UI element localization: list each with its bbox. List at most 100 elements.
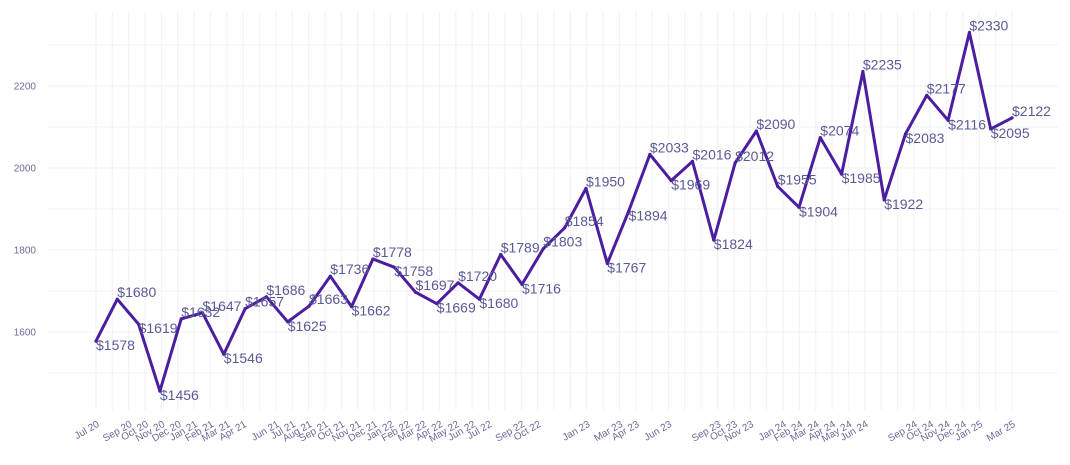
data-label: $1657 (245, 294, 284, 310)
data-label: $1669 (437, 300, 476, 316)
data-point (392, 265, 396, 269)
y-tick-label: 1800 (14, 245, 37, 256)
data-label: $1736 (330, 261, 369, 277)
data-point (137, 322, 141, 326)
data-point (605, 261, 609, 266)
data-point (435, 302, 439, 306)
data-point (200, 311, 205, 315)
data-label: $1619 (139, 320, 178, 336)
data-label: $2033 (650, 139, 689, 155)
data-point (328, 274, 332, 278)
data-point (648, 152, 652, 156)
data-label: $2116 (948, 116, 986, 132)
y-tick-label: 2000 (14, 163, 37, 174)
data-point (499, 252, 503, 257)
data-label: $2122 (1012, 103, 1051, 119)
data-label: $1546 (224, 350, 263, 366)
data-point (733, 161, 737, 165)
x-tick-label: Jan 23 (561, 419, 593, 444)
data-point (541, 247, 545, 251)
data-label: $1778 (373, 244, 412, 260)
data-label: $1680 (479, 295, 518, 311)
data-label: $1955 (778, 171, 817, 187)
x-tick-label: Mar 25 (985, 419, 1018, 444)
data-label: $1686 (266, 282, 305, 298)
data-point (925, 93, 929, 97)
data-label: $1969 (671, 177, 710, 193)
data-label: $2177 (927, 80, 966, 96)
data-point (754, 129, 759, 133)
data-label: $1578 (96, 337, 135, 353)
data-label: $2095 (991, 125, 1030, 141)
data-point (584, 186, 588, 190)
data-point (264, 295, 268, 299)
y-axis-ticks: 1600 1800 2000 2200 (14, 81, 37, 338)
data-point (989, 127, 993, 131)
data-point (967, 30, 972, 35)
grid (47, 12, 1058, 410)
data-label: $1803 (543, 234, 582, 250)
data-labels: $1578 $1680 $1619 $1456 $1632$1647 $1546 $1657… (96, 18, 1051, 404)
data-point (477, 297, 481, 301)
data-point (712, 238, 716, 242)
data-label: $1680 (117, 284, 156, 300)
data-point (797, 205, 801, 209)
data-label: $2012 (735, 148, 774, 164)
data-label: $1789 (501, 240, 540, 256)
data-label: $1716 (522, 280, 561, 296)
data-point (861, 69, 865, 74)
data-label: $1894 (629, 207, 668, 223)
data-point (243, 307, 247, 311)
y-tick-label: 1600 (14, 328, 37, 339)
data-label: $1985 (842, 170, 881, 186)
data-point (179, 317, 183, 321)
data-label: $1647 (203, 298, 242, 314)
series (94, 30, 1014, 393)
data-label: $1663 (309, 291, 348, 307)
data-label: $1625 (288, 318, 327, 334)
data-point (307, 304, 311, 308)
data-point (1010, 116, 1014, 120)
series-line (94, 31, 1014, 393)
data-label: $1632 (181, 304, 220, 320)
data-point (563, 226, 567, 230)
x-tick-label: Jul 20 (73, 419, 102, 442)
data-label: $2083 (906, 130, 945, 146)
data-label: $1662 (352, 303, 391, 319)
data-point (94, 339, 98, 343)
data-point (413, 290, 418, 294)
y-tick-label: 2200 (14, 81, 37, 92)
data-label: $1950 (586, 173, 625, 189)
data-point (350, 305, 354, 309)
data-point (690, 159, 695, 163)
data-point (840, 172, 844, 176)
data-label: $2090 (756, 116, 795, 132)
data-point (818, 136, 822, 140)
data-point (371, 257, 375, 261)
data-label: $1758 (394, 263, 433, 279)
data-label: $1824 (714, 236, 753, 252)
data-point (903, 132, 908, 136)
data-label: $2330 (969, 18, 1008, 34)
data-label: $1767 (607, 260, 646, 276)
data-label: $1697 (416, 277, 455, 293)
data-label: $2074 (820, 123, 859, 139)
data-point (946, 118, 950, 122)
data-point (286, 320, 290, 324)
data-label: $1922 (884, 196, 923, 212)
data-point (158, 389, 162, 393)
data-point (627, 209, 631, 213)
data-point (520, 282, 524, 286)
data-point (882, 198, 886, 202)
data-label: $2235 (863, 57, 902, 73)
data-point (776, 184, 780, 188)
data-point (222, 352, 226, 356)
data-point (456, 281, 460, 285)
data-label: $1720 (458, 268, 497, 284)
data-label: $2016 (693, 146, 732, 162)
data-point (669, 179, 673, 183)
data-label: $1854 (565, 213, 604, 229)
data-point (115, 297, 119, 301)
